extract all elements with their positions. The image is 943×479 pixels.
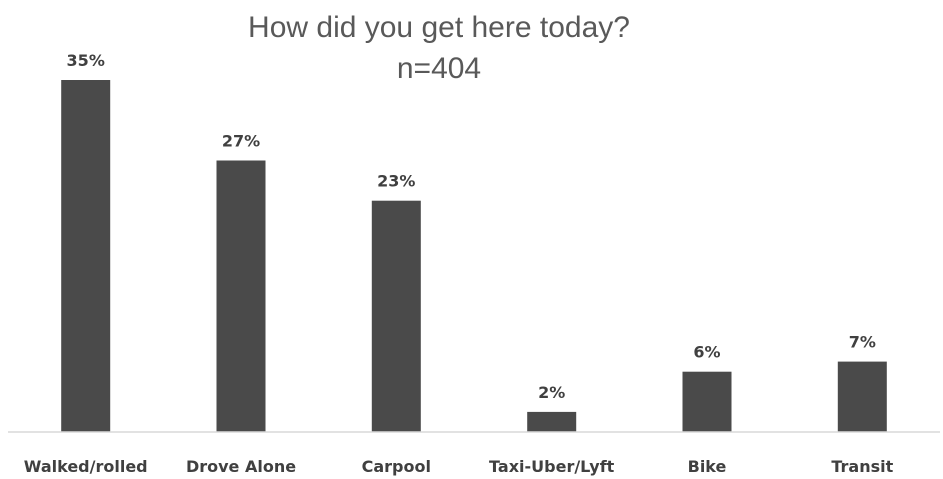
category-label-2: Carpool <box>362 457 431 476</box>
category-label-0: Walked/rolled <box>24 457 148 476</box>
bar-0 <box>61 80 111 432</box>
chart-title: How did you get here today? <box>248 11 630 44</box>
category-label-4: Bike <box>688 457 727 476</box>
bar-1 <box>216 160 266 432</box>
bar-3 <box>527 411 577 432</box>
category-label-1: Drove Alone <box>186 457 296 476</box>
bar-5 <box>837 361 887 432</box>
data-labels-group: 35% 27% 23% 2% 6% 7% <box>67 51 876 402</box>
data-label-0: 35% <box>67 51 105 70</box>
category-label-3: Taxi-Uber/Lyft <box>489 457 615 476</box>
bar-4 <box>682 371 732 432</box>
category-label-5: Transit <box>831 457 893 476</box>
data-label-3: 2% <box>538 383 565 402</box>
data-label-4: 6% <box>693 343 720 362</box>
bar-2 <box>371 200 421 432</box>
data-label-1: 27% <box>222 132 260 151</box>
category-labels-group: Walked/rolled Drove Alone Carpool Taxi-Uber… <box>24 457 894 476</box>
data-label-2: 23% <box>377 172 415 191</box>
bars-group <box>61 80 887 432</box>
chart-subtitle: n=404 <box>397 52 481 85</box>
data-label-5: 7% <box>849 333 876 352</box>
